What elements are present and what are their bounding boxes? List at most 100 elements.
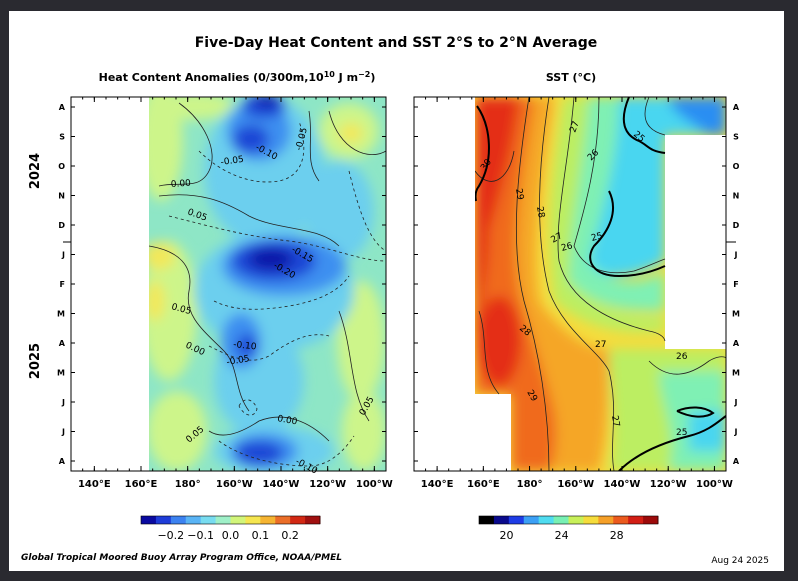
sst-contour-label: 25	[676, 428, 687, 438]
sst-longitude-axis: 140°E 160°E 180° 160°W 140°W 120°W 100°W	[413, 97, 733, 490]
credit-text: Global Tropical Moored Buoy Array Progra…	[21, 553, 342, 563]
lon-tick-label: 120°W	[650, 479, 687, 490]
colorbar-tick-label: 0.2	[281, 529, 299, 542]
colorbar-swatch	[523, 516, 540, 524]
hc-contour-line	[328, 110, 386, 155]
month-tick-label: A	[59, 103, 66, 112]
colorbar-swatch	[508, 516, 525, 524]
sst-temperature-blobs	[475, 97, 726, 471]
sst-band-cool-1	[549, 97, 665, 333]
hc-blob-colder-2	[233, 125, 269, 153]
sst-contour-bold-line	[618, 415, 726, 471]
hc-blob-west-warm-2	[149, 241, 197, 381]
colorbar-swatch	[170, 516, 187, 524]
month-tick-label: J	[61, 398, 65, 407]
colorbar-tick-label: −0.1	[187, 529, 214, 542]
lon-tick-label: 160°W	[216, 479, 253, 490]
hc-colorbar: −0.2 −0.1 0.0 0.1 0.2	[140, 515, 321, 542]
lon-tick-label: 140°W	[604, 479, 641, 490]
hc-contour-dashed	[168, 120, 386, 467]
sst-month-labels: A S O N D J F M A M J J A	[732, 103, 740, 466]
hc-blob-colder-4	[237, 334, 257, 358]
lon-tick-label: 160°W	[557, 479, 594, 490]
hc-contour-label: 0.00	[171, 179, 192, 190]
colorbar-swatch	[305, 516, 321, 524]
colorbar-swatch	[613, 516, 629, 524]
month-tick-label: N	[733, 192, 740, 201]
colorbar-swatch	[275, 516, 291, 524]
sst-band-hottest	[475, 97, 519, 341]
colorbar-outline	[140, 515, 321, 525]
hc-title-units: J m	[335, 71, 358, 84]
sst-panel-title: SST (°C)	[546, 71, 596, 84]
sst-heatmap: 30 29 28 27 26 25 27 26 25 28 27 26 29 2…	[475, 97, 726, 471]
sst-contour-line	[648, 356, 726, 375]
sst-blob-hottest-2	[477, 296, 521, 386]
lon-tick-label: 160°E	[125, 479, 158, 490]
lon-tick-label: 180°	[175, 479, 201, 490]
hc-contour-line	[149, 245, 250, 412]
sst-missing-data-1	[665, 135, 726, 349]
month-tick-label: J	[61, 251, 65, 260]
hc-blob-west-warm-3	[149, 391, 207, 471]
date-stamp: Aug 24 2025	[711, 556, 769, 566]
colorbar-swatch	[260, 516, 276, 524]
hc-blob-west-warmer-1	[149, 242, 175, 270]
colorbar-tick-label: −0.2	[157, 529, 184, 542]
month-tick-label: F	[733, 280, 738, 289]
hc-contour-dashed-line	[208, 334, 330, 361]
sst-contour-label: 27	[609, 415, 621, 428]
hc-contour-dashed-line	[213, 275, 350, 310]
sst-contour-line	[539, 97, 615, 471]
month-tick-label: J	[734, 398, 738, 407]
sst-contour-bold-line	[676, 406, 715, 418]
hc-blob-colder-5	[235, 441, 283, 465]
sst-contour-label: 28	[534, 206, 546, 219]
year-label-2025: 2025	[28, 343, 43, 379]
hc-contour-lines	[149, 102, 386, 442]
colorbar-swatch	[155, 516, 172, 524]
colorbar-swatch	[245, 516, 261, 524]
hc-title-units-sup: −2	[358, 70, 370, 79]
sst-fill-layer	[475, 97, 726, 471]
sst-contour-line	[516, 97, 550, 471]
lon-tick-label: 140°E	[421, 479, 454, 490]
hc-blob-east-warm-3	[342, 391, 386, 471]
hc-blob-west-warm-1	[149, 97, 183, 201]
sst-contour-bold-line	[475, 105, 490, 202]
hc-title-close: )	[370, 71, 375, 84]
hc-blob-east-warmer	[339, 123, 363, 143]
colorbar-tick-label: 20	[500, 529, 514, 542]
hc-title-main: Heat Content Anomalies (0/300m,10	[99, 71, 324, 84]
sst-contour-label: 27	[550, 231, 565, 245]
hc-contour-dashed-line	[198, 120, 305, 183]
hc-blob-west-warmer-2	[149, 281, 165, 321]
sst-band-cold-2	[689, 411, 726, 451]
sst-contour-label: 26	[676, 352, 688, 362]
sst-contour-line	[475, 150, 515, 182]
colorbar-swatch	[568, 516, 584, 524]
hc-month-labels: A S O N D J F M A M J J A	[57, 103, 66, 466]
sst-contour-label: 26	[560, 241, 574, 254]
lon-tick-label: 180°	[517, 479, 543, 490]
hc-anomaly-blobs	[149, 97, 386, 471]
lon-tick-label: 140°E	[78, 479, 111, 490]
month-tick-label: J	[734, 251, 738, 260]
colorbar-swatch	[583, 516, 599, 524]
hc-blob-coldest-2	[257, 97, 277, 107]
month-tick-label: M	[732, 369, 740, 378]
hc-title-sup: 10	[324, 70, 336, 79]
lon-tick-label: 140°W	[263, 479, 300, 490]
colorbar-swatch	[553, 516, 569, 524]
month-tick-label: A	[733, 457, 740, 466]
colorbar-swatch	[230, 516, 246, 524]
sst-contour-label: 29	[513, 188, 525, 201]
sst-contour-line	[644, 97, 666, 136]
hc-contour-line	[158, 102, 213, 187]
hc-contour-label: -0.05	[226, 354, 251, 368]
hc-blob-cool-5	[304, 161, 374, 261]
month-tick-label: M	[732, 310, 740, 319]
hc-contour-dashed-line	[238, 399, 258, 416]
month-tick-label: O	[733, 162, 740, 171]
